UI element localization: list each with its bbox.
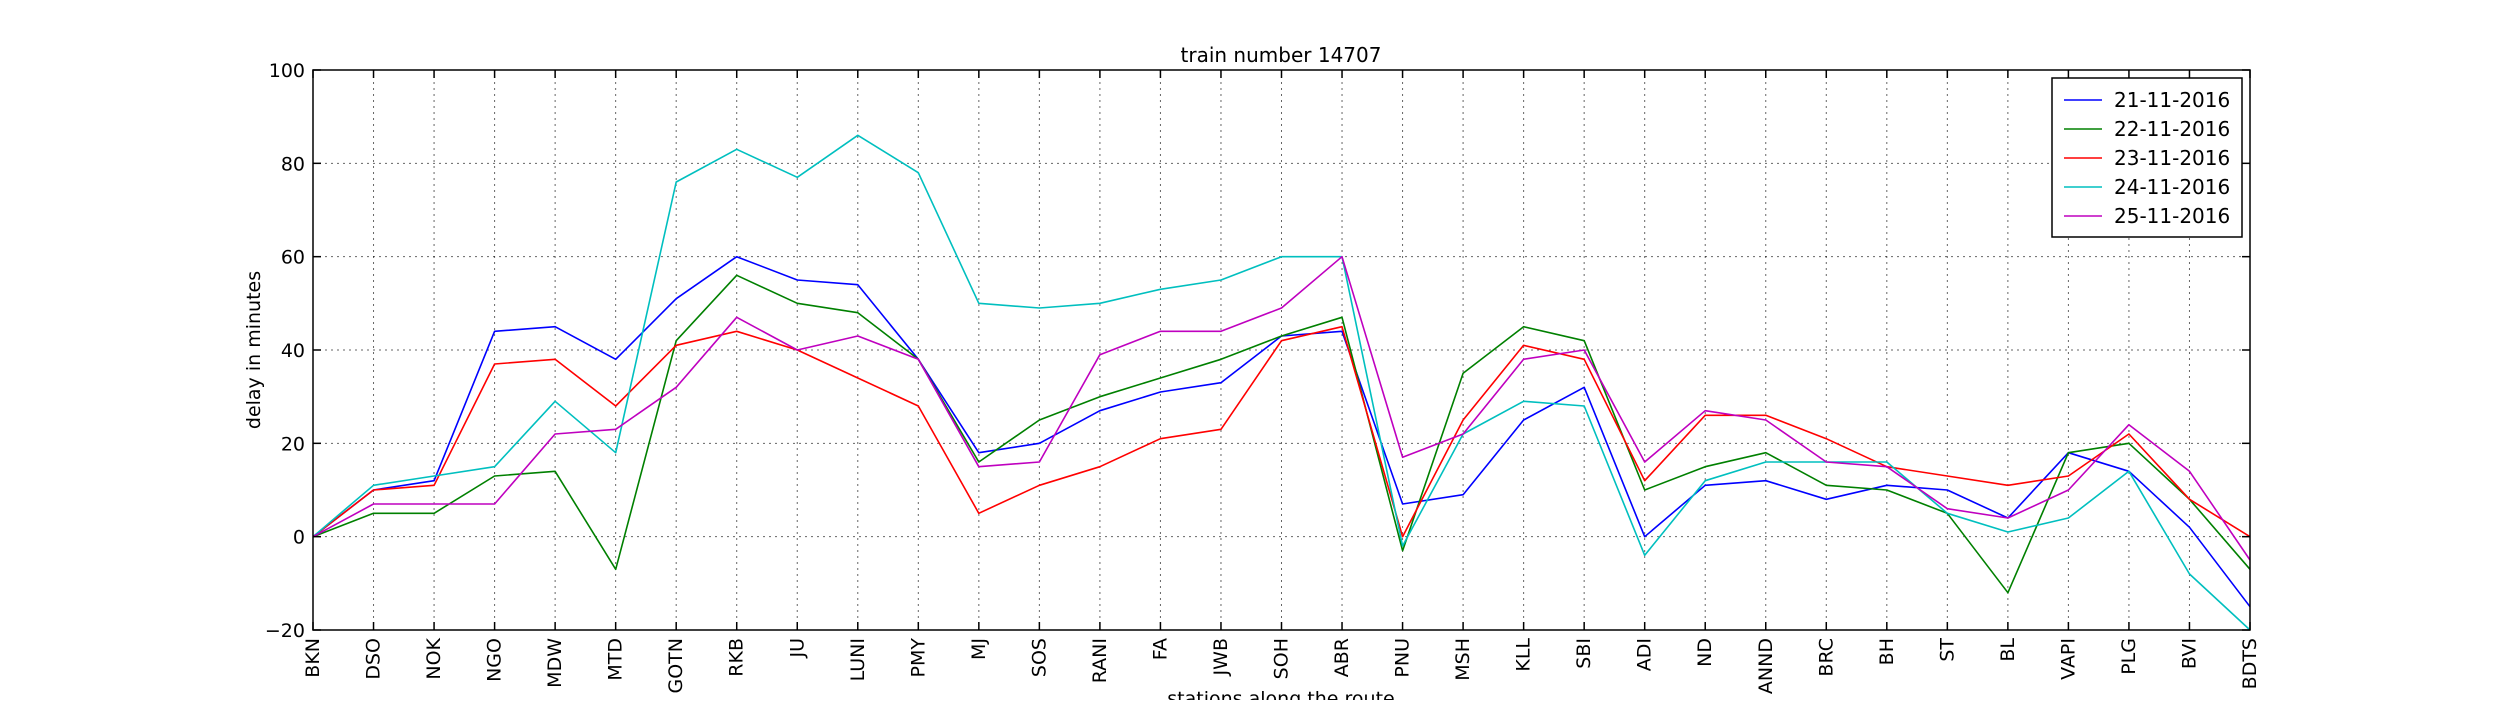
legend-label: 25-11-2016 [2114,204,2230,228]
x-tick-label: MJ [968,638,990,660]
series-line-25-11-2016 [312,255,2251,561]
legend-label: 23-11-2016 [2114,146,2230,170]
y-tick-label: 60 [281,247,305,269]
y-tick-label: −20 [265,620,305,642]
x-tick-label: NOK [423,637,445,679]
x-tick-label: DSO [363,638,385,680]
x-tick-label: SOH [1271,638,1293,679]
x-tick-label: BRC [1815,638,1837,677]
x-tick-label: KLL [1513,638,1535,672]
grid-lines [313,70,2250,630]
legend-label: 24-11-2016 [2114,175,2230,199]
series-line-24-11-2016 [312,134,2251,631]
x-tick-label: BDTS [2239,638,2261,689]
chart-title: train number 14707 [1181,43,1382,67]
y-axis-title: delay in minutes [243,271,265,429]
series-lines [312,134,2251,631]
axis-ticks: BKN DSO NOK NGO MDW MTD GOTN RKB JU LUNI PMY MJ SOS R… [265,60,2261,694]
x-tick-label: BKN [302,638,324,678]
x-tick-label: RKB [726,638,748,677]
x-tick-label: SOS [1028,638,1050,677]
x-tick-label: PMY [907,638,929,678]
x-tick-label: JWB [1210,638,1232,676]
x-tick-label: JU [786,638,808,659]
x-tick-label: ANND [1755,638,1777,694]
x-axis-title: stations along the route [1167,688,1394,700]
legend: 21-11-2016 22-11-2016 23-11-2016 24-11-2016… [2051,77,2243,238]
x-tick-label: RANI [1089,638,1111,683]
y-tick-label: 80 [281,153,305,175]
y-tick-label: 40 [281,340,305,362]
x-tick-label: VAPI [2057,638,2079,680]
legend-label: 22-11-2016 [2114,117,2230,141]
x-tick-label: PLG [2118,638,2140,675]
x-tick-label: BL [1997,638,2019,662]
x-tick-label: ST [1936,638,1958,662]
x-tick-label: BVI [2178,638,2200,669]
x-tick-label: SBI [1573,638,1595,669]
x-tick-label: BH [1876,638,1898,665]
x-tick-label: FA [1149,638,1171,660]
x-tick-label: MSH [1452,638,1474,681]
x-tick-label: NGO [484,638,506,682]
x-tick-label: MTD [605,638,627,681]
x-tick-label: MDW [544,638,566,688]
x-tick-label: PNU [1392,638,1414,678]
x-tick-label: LUNI [847,638,869,681]
series-line-22-11-2016 [312,274,2251,594]
x-tick-label: ADI [1634,638,1656,671]
legend-label: 21-11-2016 [2114,88,2230,112]
x-tick-label: GOTN [665,638,687,694]
y-tick-label: 20 [281,433,305,455]
y-tick-label: 0 [293,527,305,549]
x-tick-label: ND [1694,638,1716,667]
y-tick-label: 100 [269,60,305,82]
x-tick-label: ABR [1331,638,1353,677]
series-line-23-11-2016 [312,325,2251,538]
